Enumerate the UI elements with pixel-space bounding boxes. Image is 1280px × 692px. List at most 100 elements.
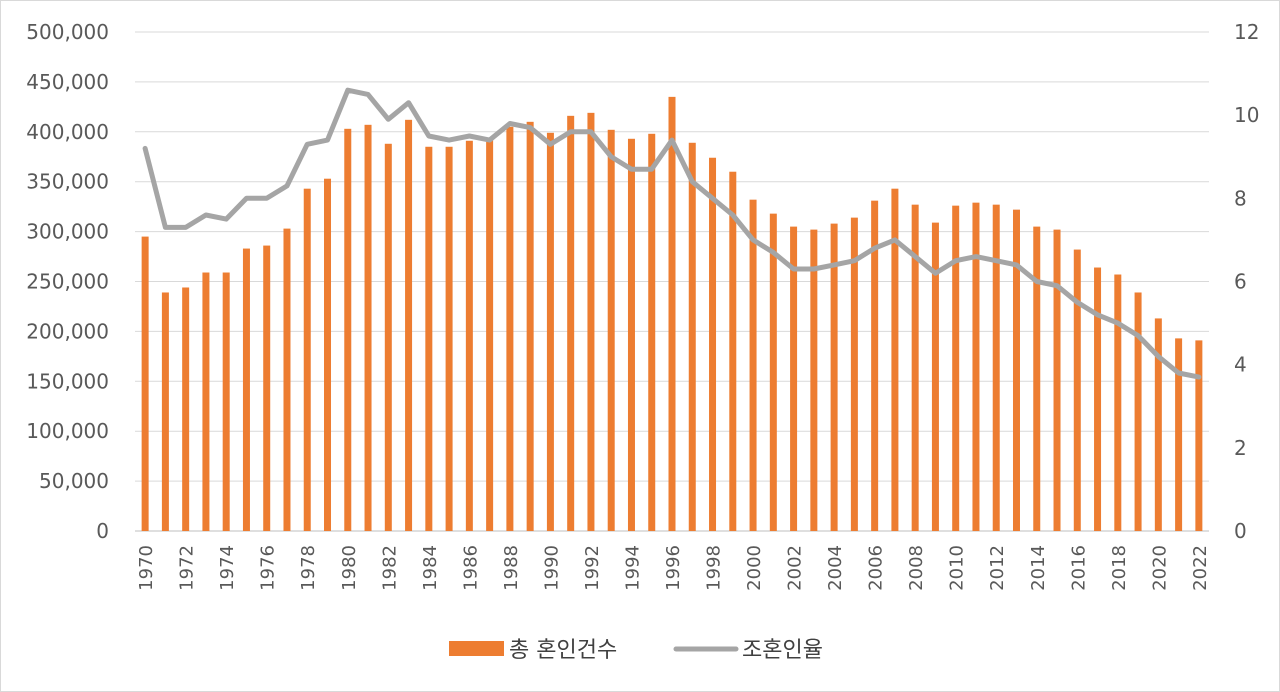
- bar: [141, 236, 149, 531]
- bar: [324, 178, 332, 531]
- y-left-tick-label: 150,000: [26, 369, 109, 393]
- bar: [283, 228, 291, 531]
- y-left-tick-label: 450,000: [26, 70, 109, 94]
- x-tick-label: 1988: [501, 545, 522, 591]
- bar: [405, 119, 413, 531]
- bar: [749, 199, 757, 531]
- bar: [161, 292, 169, 531]
- y-right-tick-label: 4: [1234, 353, 1247, 377]
- bar: [931, 222, 939, 532]
- x-tick-label: 1992: [582, 545, 603, 591]
- bar: [871, 200, 879, 532]
- bar: [891, 188, 899, 531]
- bar: [445, 146, 453, 531]
- x-tick-label: 1996: [663, 545, 684, 591]
- bar: [384, 143, 392, 531]
- y-left-tick-label: 0: [96, 519, 109, 543]
- line-series: [142, 87, 1202, 380]
- x-tick-label: 1982: [379, 545, 400, 591]
- bar: [627, 138, 635, 531]
- bar: [688, 142, 696, 531]
- y-right-tick-label: 10: [1234, 103, 1259, 127]
- bar: [1195, 340, 1203, 531]
- bar: [1012, 209, 1020, 532]
- bar: [1134, 292, 1142, 531]
- x-tick-label: 1978: [298, 545, 319, 591]
- y-right-tick-label: 6: [1234, 270, 1247, 294]
- y-right-tick-label: 2: [1234, 436, 1247, 460]
- x-tick-label: 1980: [339, 545, 360, 591]
- legend-swatch-bar: [449, 641, 504, 656]
- x-tick-label: 2000: [744, 545, 765, 591]
- bar: [364, 124, 372, 532]
- x-tick-label: 1986: [460, 545, 481, 591]
- bar: [1175, 338, 1183, 531]
- y-left-tick-label: 200,000: [26, 319, 109, 343]
- x-tick-label: 2014: [1028, 545, 1049, 591]
- x-tick-label: 1990: [541, 545, 562, 591]
- bar: [242, 248, 250, 532]
- bar: [465, 140, 473, 532]
- bar: [1053, 229, 1061, 531]
- right-axis: 0 2 4 6 8 10 12: [1234, 20, 1259, 543]
- bar: [1154, 318, 1162, 531]
- y-left-tick-label: 500,000: [26, 20, 109, 44]
- x-tick-label: 2018: [1109, 545, 1130, 591]
- bar: [729, 171, 737, 531]
- bar: [567, 115, 575, 531]
- bar: [222, 272, 230, 531]
- bar: [830, 223, 838, 531]
- left-axis: 0 50,000 100,000 150,000 200,000 250,000 300,0…: [26, 20, 109, 543]
- x-tick-label: 2002: [785, 545, 806, 591]
- x-tick-label: 1998: [704, 545, 725, 591]
- bar: [526, 121, 534, 531]
- y-right-tick-label: 12: [1234, 20, 1259, 44]
- bar: [506, 126, 514, 531]
- bar: [182, 287, 190, 531]
- x-tick-label: 1974: [217, 545, 238, 591]
- legend-label-bar: 총 혼인건수: [509, 638, 617, 663]
- bar: [790, 226, 798, 532]
- x-tick-label: 2022: [1190, 545, 1211, 591]
- x-tick-label: 2006: [866, 545, 887, 591]
- bar: [587, 112, 595, 531]
- bar: [303, 188, 311, 531]
- bar: [263, 245, 271, 531]
- bar: [607, 129, 615, 531]
- bar: [911, 204, 919, 532]
- x-tick-label: 2016: [1068, 545, 1089, 591]
- legend-label-line: 조혼인율: [742, 638, 823, 663]
- bar: [850, 217, 858, 532]
- x-tick-label: 1970: [136, 545, 157, 591]
- bar: [972, 202, 980, 531]
- bar: [769, 213, 777, 532]
- x-tick-label: 2020: [1149, 545, 1170, 591]
- y-left-tick-label: 300,000: [26, 220, 109, 244]
- bar: [1094, 267, 1102, 531]
- x-tick-label: 2008: [906, 545, 927, 591]
- x-tick-label: 2004: [825, 545, 846, 591]
- y-left-tick-label: 250,000: [26, 270, 109, 294]
- bar: [810, 229, 818, 531]
- y-left-tick-label: 400,000: [26, 120, 109, 144]
- y-left-tick-label: 50,000: [39, 469, 109, 493]
- bar: [486, 137, 494, 531]
- x-tick-label: 2012: [987, 545, 1008, 591]
- x-tick-label: 1976: [258, 545, 279, 591]
- bar: [709, 157, 717, 532]
- bar: [668, 96, 676, 532]
- legend: 총 혼인건수 조혼인율: [449, 638, 823, 663]
- bar: [1073, 249, 1081, 531]
- x-tick-label: 1984: [420, 545, 441, 591]
- x-tick-label: 2010: [947, 545, 968, 591]
- bar: [1033, 226, 1041, 532]
- x-axis: 1970 1972 1974 1976 1978 1980 1982 1984 1986 1988…: [136, 545, 1211, 591]
- bar: [1114, 274, 1122, 531]
- bar: [425, 146, 433, 531]
- x-tick-label: 1972: [177, 545, 198, 591]
- bar: [992, 204, 1000, 532]
- y-left-tick-label: 100,000: [26, 419, 109, 443]
- bar: [344, 128, 352, 531]
